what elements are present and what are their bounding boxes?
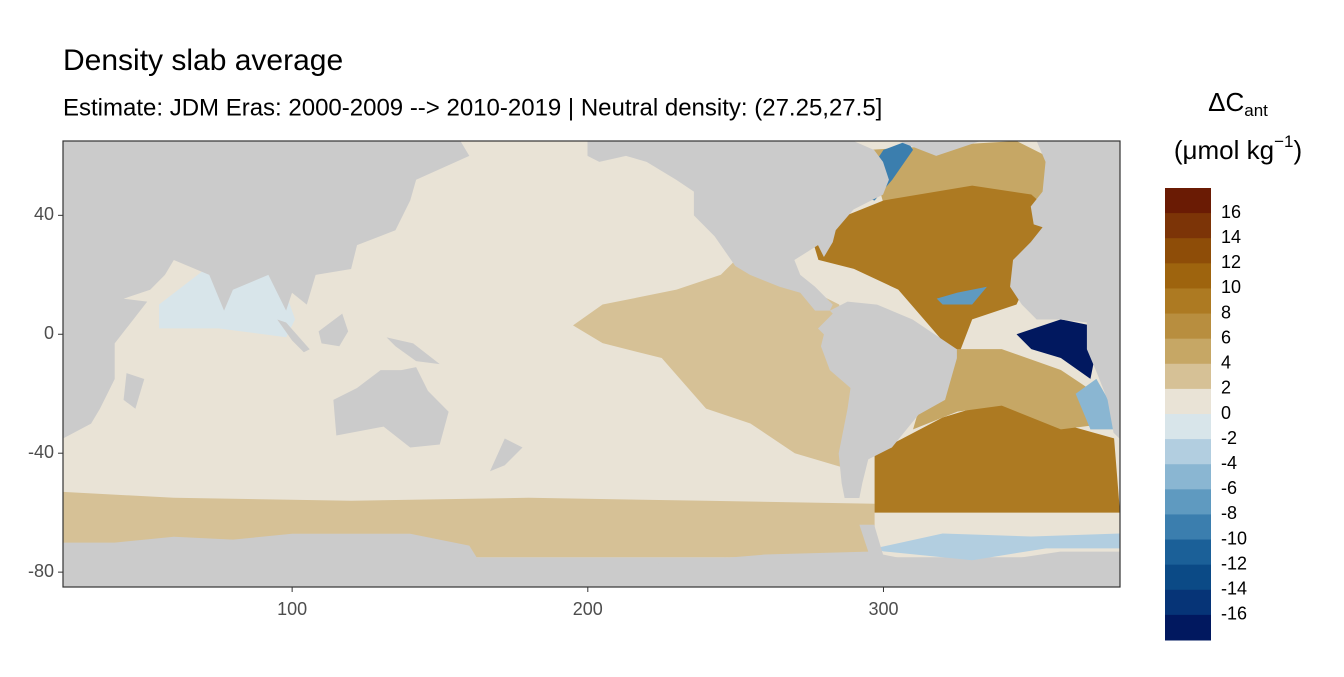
land-borneo xyxy=(318,313,349,347)
colorbar-swatch xyxy=(1165,489,1211,515)
land-north-america xyxy=(587,141,889,311)
colorbar-label: 14 xyxy=(1221,227,1241,247)
field-region xyxy=(1075,378,1115,430)
colorbar-label: -2 xyxy=(1221,428,1237,448)
x-tick-label: 100 xyxy=(277,599,307,619)
land-eurasia-africa xyxy=(63,141,470,439)
land-new-guinea xyxy=(386,337,440,365)
land-australia xyxy=(333,367,449,448)
colorbar-swatch xyxy=(1165,363,1211,390)
x-tick-label: 300 xyxy=(868,599,898,619)
colorbar-label: -16 xyxy=(1221,604,1247,624)
land-sumatra xyxy=(277,319,310,353)
field-region xyxy=(936,286,987,305)
field-region xyxy=(1016,319,1097,379)
field-region xyxy=(874,533,1120,561)
colorbar-label: -8 xyxy=(1221,503,1237,523)
colorbar-swatch xyxy=(1165,589,1211,616)
colorbar-swatch xyxy=(1165,614,1211,641)
y-tick-label: -40 xyxy=(28,442,54,462)
legend-title: ΔCant xyxy=(1208,87,1268,121)
legend-symbol: ΔC xyxy=(1208,87,1244,117)
colorbar-label: -10 xyxy=(1221,528,1247,548)
colorbar-swatch xyxy=(1165,464,1211,490)
land-antarctica xyxy=(63,524,1120,587)
field-region xyxy=(868,141,1055,204)
field-region xyxy=(573,259,854,469)
colorbar-swatch xyxy=(1165,514,1211,541)
legend-unit: (μmol kg−1) xyxy=(1174,132,1302,164)
colorbar-label: 2 xyxy=(1221,378,1231,398)
colorbar-label: -12 xyxy=(1221,553,1247,573)
colorbar-swatch xyxy=(1165,213,1211,239)
colorbar-swatch xyxy=(1165,564,1211,591)
plot-frame xyxy=(62,140,1121,588)
land-madagascar xyxy=(123,373,145,409)
colorbar-swatch xyxy=(1165,338,1211,365)
colorbar-label: -6 xyxy=(1221,478,1237,498)
colorbar-swatch xyxy=(1165,238,1211,264)
colorbar-label: 8 xyxy=(1221,302,1231,322)
colorbar-label: 16 xyxy=(1221,202,1241,222)
colorbar-label: 6 xyxy=(1221,327,1231,347)
chart-title: Density slab average xyxy=(63,44,343,77)
legend-subscript: ant xyxy=(1244,101,1268,120)
y-tick-label: 0 xyxy=(44,323,54,343)
y-tick-label: -80 xyxy=(28,561,54,581)
colorbar-label: -4 xyxy=(1221,453,1237,473)
field-region xyxy=(913,349,1109,430)
land-new-zealand xyxy=(489,438,523,472)
colorbar-swatch xyxy=(1165,263,1211,289)
land-greenland xyxy=(897,141,981,156)
colorbar-swatch xyxy=(1165,188,1211,214)
chart-subtitle: Estimate: JDM Eras: 2000-2009 --> 2010-2… xyxy=(63,94,882,121)
colorbar-swatch xyxy=(1165,388,1211,415)
colorbar-label: 12 xyxy=(1221,252,1241,272)
colorbar-label: 10 xyxy=(1221,277,1241,297)
colorbar-swatch xyxy=(1165,414,1211,440)
colorbar-swatch xyxy=(1165,288,1211,315)
x-tick-label: 200 xyxy=(573,599,603,619)
y-tick-label: 40 xyxy=(34,204,54,224)
legend-close: ) xyxy=(1293,135,1302,165)
colorbar-label: 4 xyxy=(1221,353,1231,373)
legend-unit-text: (μmol kg xyxy=(1174,135,1274,165)
land-south-america xyxy=(818,301,957,499)
land-europe-africa xyxy=(1010,141,1120,439)
colorbar-swatch xyxy=(1165,439,1211,465)
field-region xyxy=(809,185,1055,359)
colorbar-swatch xyxy=(1165,313,1211,340)
legend-exponent: −1 xyxy=(1274,132,1293,151)
colorbar-swatch xyxy=(1165,539,1211,566)
colorbar-label: 0 xyxy=(1221,403,1231,423)
colorbar-label: -14 xyxy=(1221,579,1247,599)
land xyxy=(63,141,1120,587)
